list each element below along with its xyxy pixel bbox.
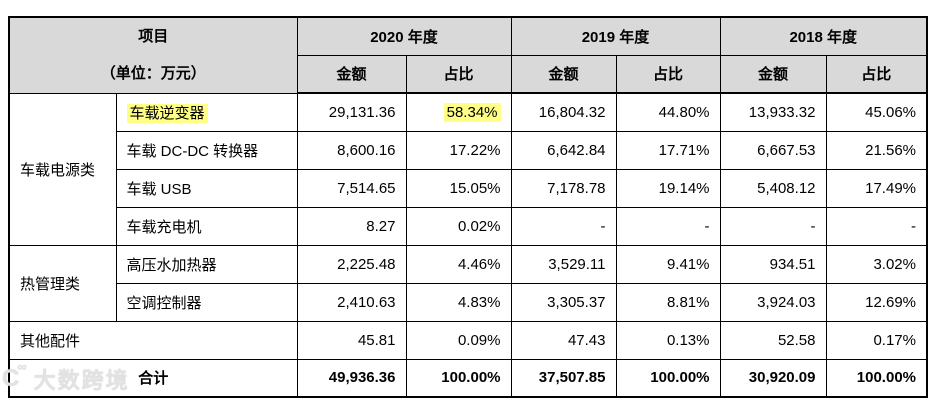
share-cell: 9.41%	[615, 244, 721, 284]
share-cell: 15.05%	[405, 168, 512, 208]
amount-cell: 8,600.16	[296, 130, 407, 170]
amount-cell: 47.43	[510, 320, 617, 360]
amount-cell: 3,924.03	[719, 282, 827, 322]
share-cell: 17.22%	[405, 130, 512, 170]
project-label: 项目	[138, 28, 169, 46]
amount-cell: 52.58	[719, 320, 827, 360]
item-cell-other-parts: 其他配件	[8, 320, 298, 360]
share-cell: 0.17%	[825, 320, 928, 360]
share-cell: 44.80%	[615, 92, 721, 132]
share-cell: 17.71%	[615, 130, 721, 170]
item-cell: 空调控制器	[115, 282, 298, 322]
header-year-2018: 2018 年度	[719, 16, 928, 56]
table-row: 热管理类 高压水加热器 2,225.48 4.46% 3,529.11 9.41…	[8, 244, 928, 322]
total-share-cell: 100.00%	[615, 358, 721, 398]
amount-cell: 2,410.63	[296, 282, 407, 322]
share-cell: 45.06%	[825, 92, 928, 132]
amount-cell: 6,667.53	[719, 130, 827, 170]
total-row: 合计 49,936.36 100.00% 37,507.85 100.00% 3…	[8, 358, 928, 398]
amount-cell: 29,131.36	[296, 92, 407, 132]
header-share-2018: 占比	[825, 54, 928, 94]
amount-cell: 934.51	[719, 244, 827, 284]
amount-cell: 45.81	[296, 320, 407, 360]
item-cell: 车载充电机	[115, 206, 298, 246]
share-cell: 19.14%	[615, 168, 721, 208]
watermark-text: 大数跨境	[33, 368, 130, 393]
table-row: 车载 USB 7,514.65 15.05% 7,178.78 19.14% 5…	[9, 168, 928, 208]
share-cell: 3.02%	[825, 244, 928, 284]
highlighted-share-value: 58.34%	[443, 102, 501, 122]
share-cell: 21.56%	[825, 130, 928, 170]
table-row: 车载充电机 8.27 0.02% - - - -	[9, 206, 928, 246]
unit-label: （单位：万元）	[100, 65, 206, 83]
amount-cell: 6,642.84	[510, 130, 617, 170]
highlighted-item-label: 车载逆变器	[126, 103, 208, 123]
header-project-unit-cell: 项目 （单位：万元）	[8, 16, 298, 94]
share-cell: 17.49%	[825, 168, 928, 208]
total-amount-cell: 30,920.09	[719, 358, 827, 398]
table-row: 空调控制器 2,410.63 4.83% 3,305.37 8.81% 3,92…	[9, 282, 928, 322]
share-cell: -	[825, 206, 928, 246]
share-cell: 4.83%	[405, 282, 512, 322]
amount-cell: 8.27	[296, 206, 407, 246]
share-cell: 8.81%	[615, 282, 721, 322]
share-cell: -	[615, 206, 721, 246]
amount-cell: 3,529.11	[510, 244, 617, 284]
amount-cell: 3,305.37	[510, 282, 617, 322]
share-cell: 0.02%	[405, 206, 512, 246]
item-cell: 高压水加热器	[115, 244, 298, 284]
total-amount-cell: 49,936.36	[296, 358, 407, 398]
share-cell: 0.09%	[405, 320, 512, 360]
table-row: 车载 DC-DC 转换器 8,600.16 17.22% 6,642.84 17…	[9, 130, 928, 170]
header-year-2020: 2020 年度	[296, 16, 512, 56]
total-share-cell: 100.00%	[405, 358, 512, 398]
watermark: C∞ 大数跨境	[2, 359, 130, 395]
header-amount-2020: 金额	[296, 54, 407, 94]
share-cell: 4.46%	[405, 244, 512, 284]
total-label-cell: 合计	[8, 358, 298, 398]
item-cell: 车载 DC-DC 转换器	[115, 130, 298, 170]
amount-cell: -	[510, 206, 617, 246]
table-row: 其他配件 45.81 0.09% 47.43 0.13% 52.58 0.17%	[8, 320, 928, 360]
header-amount-2018: 金额	[719, 54, 827, 94]
item-cell: 车载逆变器	[115, 92, 298, 132]
item-cell: 车载 USB	[115, 168, 298, 208]
table-row: 车载电源类 车载逆变器 29,131.36 58.34% 16,804.32 4…	[8, 92, 928, 246]
amount-cell: 2,225.48	[296, 244, 407, 284]
amount-cell: 7,178.78	[510, 168, 617, 208]
category-cell: 热管理类	[8, 244, 117, 322]
watermark-c-infinity-logo-icon: C∞	[2, 359, 27, 392]
amount-cell: 5,408.12	[719, 168, 827, 208]
header-year-row: 项目 （单位：万元） 2020 年度 2019 年度 2018 年度	[8, 16, 928, 94]
share-cell: 0.13%	[615, 320, 721, 360]
total-share-cell: 100.00%	[825, 358, 928, 398]
header-share-2019: 占比	[615, 54, 721, 94]
share-cell: 58.34%	[405, 92, 512, 132]
share-cell: 12.69%	[825, 282, 928, 322]
header-year-2019: 2019 年度	[510, 16, 721, 56]
revenue-breakdown-table: 项目 （单位：万元） 2020 年度 2019 年度 2018 年度 金额 占比…	[8, 16, 928, 398]
header-metric-row: 金额 占比 金额 占比 金额 占比	[9, 54, 928, 94]
header-share-2020: 占比	[405, 54, 512, 94]
amount-cell: 13,933.32	[719, 92, 827, 132]
amount-cell: 16,804.32	[510, 92, 617, 132]
total-amount-cell: 37,507.85	[510, 358, 617, 398]
amount-cell: 7,514.65	[296, 168, 407, 208]
category-cell: 车载电源类	[8, 92, 117, 246]
amount-cell: -	[719, 206, 827, 246]
header-amount-2019: 金额	[510, 54, 617, 94]
